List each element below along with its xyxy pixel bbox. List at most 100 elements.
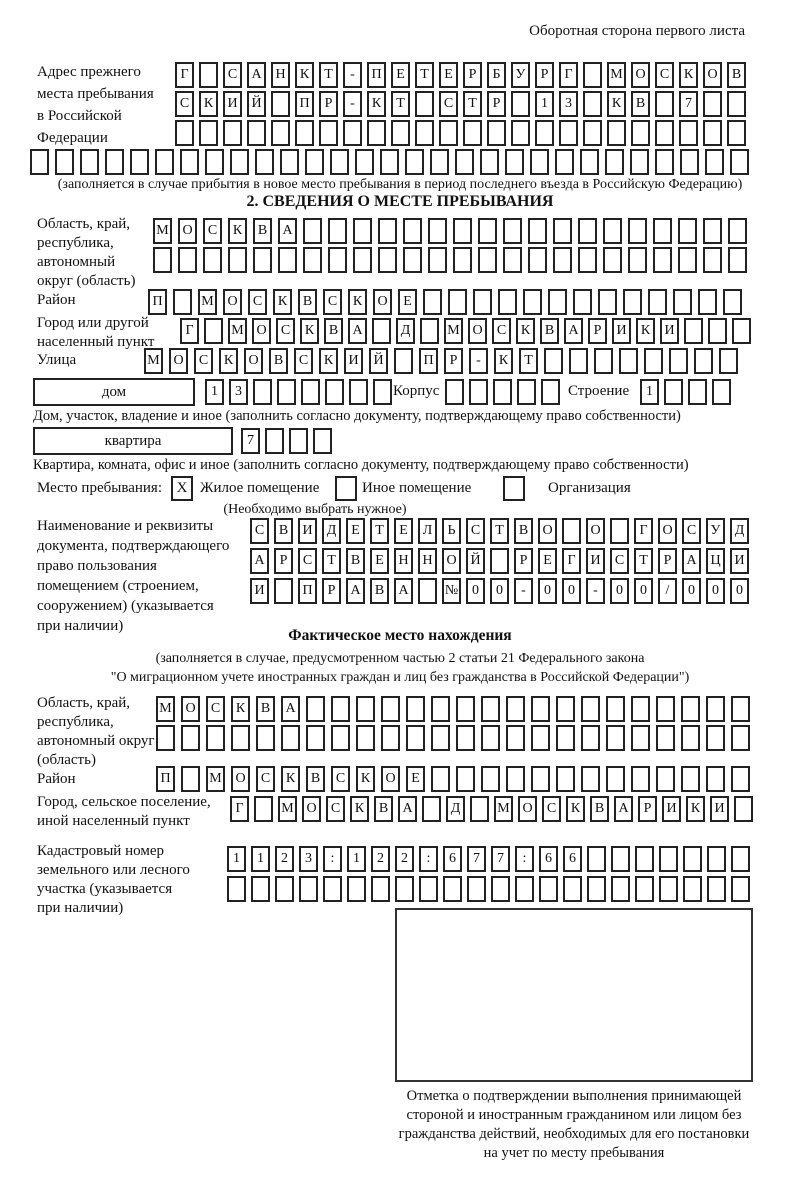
char-box[interactable]: - xyxy=(514,578,533,604)
char-box[interactable]: В xyxy=(274,518,293,544)
char-box[interactable] xyxy=(581,766,600,792)
char-box[interactable] xyxy=(728,247,747,273)
prev-address-row-4[interactable] xyxy=(30,149,749,175)
char-box[interactable] xyxy=(730,149,749,175)
char-box[interactable]: Г xyxy=(230,796,249,822)
char-box[interactable]: Т xyxy=(463,91,482,117)
char-box[interactable]: 0 xyxy=(730,578,749,604)
char-box[interactable] xyxy=(669,348,688,374)
char-box[interactable] xyxy=(659,846,678,872)
char-box[interactable]: П xyxy=(367,62,386,88)
char-box[interactable]: Ц xyxy=(706,548,725,574)
char-box[interactable] xyxy=(181,766,200,792)
char-box[interactable] xyxy=(306,725,325,751)
char-box[interactable]: К xyxy=(300,318,319,344)
char-box[interactable]: И xyxy=(662,796,681,822)
char-box[interactable] xyxy=(251,876,270,902)
char-box[interactable]: М xyxy=(144,348,163,374)
char-box[interactable] xyxy=(535,120,554,146)
char-box[interactable]: Е xyxy=(439,62,458,88)
char-box[interactable] xyxy=(231,725,250,751)
char-box[interactable]: О xyxy=(302,796,321,822)
char-box[interactable]: О xyxy=(169,348,188,374)
char-box[interactable]: Й xyxy=(247,91,266,117)
char-box[interactable] xyxy=(373,379,392,405)
char-box[interactable] xyxy=(606,696,625,722)
char-box[interactable] xyxy=(580,149,599,175)
char-box[interactable] xyxy=(306,696,325,722)
char-box[interactable] xyxy=(684,318,703,344)
char-box[interactable] xyxy=(230,149,249,175)
char-box[interactable] xyxy=(271,91,290,117)
char-box[interactable] xyxy=(367,120,386,146)
char-box[interactable]: С xyxy=(331,766,350,792)
char-box[interactable]: С xyxy=(326,796,345,822)
char-box[interactable]: 7 xyxy=(467,846,486,872)
char-box[interactable] xyxy=(528,218,547,244)
char-box[interactable] xyxy=(656,766,675,792)
char-box[interactable]: 7 xyxy=(491,846,510,872)
char-box[interactable] xyxy=(503,218,522,244)
char-box[interactable] xyxy=(277,379,296,405)
char-box[interactable]: П xyxy=(295,91,314,117)
char-box[interactable] xyxy=(453,218,472,244)
char-box[interactable] xyxy=(731,696,750,722)
char-box[interactable] xyxy=(731,846,750,872)
char-box[interactable]: И xyxy=(250,578,269,604)
char-box[interactable]: С xyxy=(206,696,225,722)
char-box[interactable] xyxy=(204,318,223,344)
char-box[interactable] xyxy=(708,318,727,344)
char-box[interactable]: О xyxy=(631,62,650,88)
char-box[interactable] xyxy=(653,218,672,244)
char-box[interactable]: Д xyxy=(446,796,465,822)
char-box[interactable]: В xyxy=(540,318,559,344)
char-box[interactable]: О xyxy=(231,766,250,792)
char-box[interactable]: О xyxy=(178,218,197,244)
char-box[interactable] xyxy=(428,218,447,244)
char-box[interactable]: С xyxy=(492,318,511,344)
char-box[interactable] xyxy=(281,725,300,751)
char-box[interactable]: В xyxy=(631,91,650,117)
char-box[interactable]: Н xyxy=(418,548,437,574)
char-box[interactable]: М xyxy=(494,796,513,822)
char-box[interactable] xyxy=(328,247,347,273)
char-box[interactable]: 0 xyxy=(682,578,701,604)
char-box[interactable] xyxy=(205,149,224,175)
char-box[interactable] xyxy=(431,725,450,751)
char-box[interactable]: / xyxy=(658,578,677,604)
char-box[interactable]: О xyxy=(538,518,557,544)
char-box[interactable]: Д xyxy=(730,518,749,544)
char-box[interactable]: О xyxy=(373,289,392,315)
char-box[interactable] xyxy=(156,725,175,751)
char-box[interactable]: К xyxy=(199,91,218,117)
char-box[interactable] xyxy=(631,696,650,722)
korpus-row[interactable] xyxy=(445,379,560,405)
char-box[interactable]: А xyxy=(394,578,413,604)
char-box[interactable] xyxy=(528,247,547,273)
char-box[interactable] xyxy=(734,796,753,822)
char-box[interactable] xyxy=(473,289,492,315)
char-box[interactable]: Н xyxy=(394,548,413,574)
char-box[interactable]: 0 xyxy=(562,578,581,604)
char-box[interactable]: К xyxy=(566,796,585,822)
char-box[interactable] xyxy=(343,120,362,146)
char-box[interactable]: К xyxy=(295,62,314,88)
char-box[interactable] xyxy=(253,379,272,405)
char-box[interactable] xyxy=(583,62,602,88)
char-box[interactable]: В xyxy=(256,696,275,722)
char-box[interactable] xyxy=(422,796,441,822)
char-box[interactable] xyxy=(253,247,272,273)
char-box[interactable] xyxy=(635,846,654,872)
char-box[interactable]: С xyxy=(610,548,629,574)
char-box[interactable] xyxy=(506,725,525,751)
char-box[interactable]: В xyxy=(727,62,746,88)
char-box[interactable]: С xyxy=(682,518,701,544)
char-box[interactable]: 0 xyxy=(706,578,725,604)
char-box[interactable] xyxy=(581,696,600,722)
region-row-2[interactable] xyxy=(153,247,747,273)
char-box[interactable] xyxy=(587,846,606,872)
